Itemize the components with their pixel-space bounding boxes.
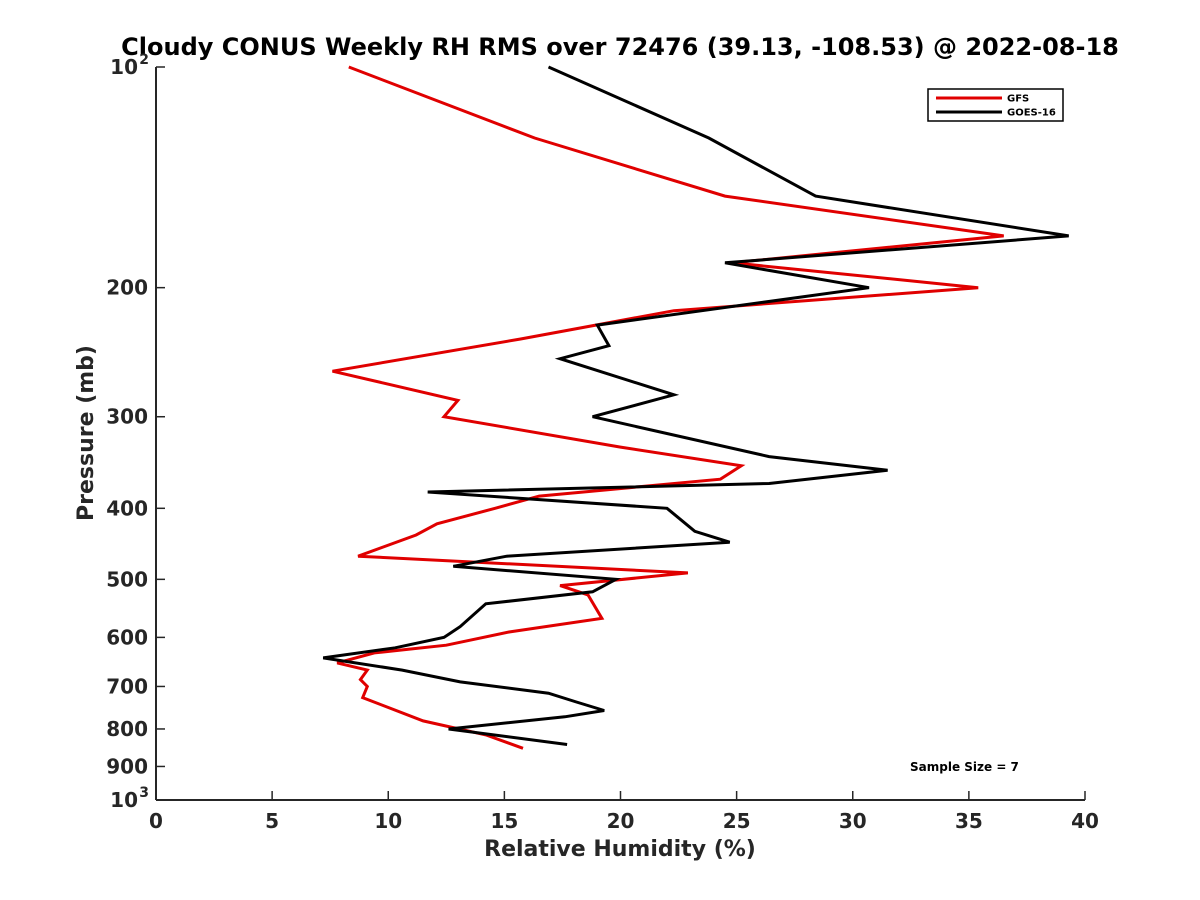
legend-label: GOES-16	[1007, 108, 1056, 119]
x-tick-label: 0	[149, 809, 163, 833]
sample-size-annotation: Sample Size = 7	[910, 760, 1019, 774]
y-tick-label: 600	[106, 625, 148, 649]
y-tick-label-base: 300	[106, 405, 148, 429]
y-axis-label: Pressure (mb)	[74, 345, 99, 521]
y-tick-label: 300	[106, 405, 148, 429]
legend-box	[927, 88, 1064, 122]
x-tick-label: 20	[607, 809, 635, 833]
y-tick-label-base: 600	[106, 625, 148, 649]
y-tick-label-base: 900	[106, 754, 148, 778]
y-tick-label: 800	[106, 717, 148, 741]
y-tick-label: 200	[106, 276, 148, 300]
x-tick-label: 30	[839, 809, 867, 833]
series-layer	[322, 65, 1069, 750]
x-tick-label: 25	[723, 809, 751, 833]
x-axis-ticks: 0 5 10 15 20 25 30 35 40	[149, 791, 1099, 833]
y-tick-label: 900	[106, 754, 148, 778]
x-tick-label: 40	[1071, 809, 1099, 833]
x-tick-label: 35	[955, 809, 983, 833]
plot-area	[156, 67, 1085, 800]
series-line-gfs	[332, 65, 1004, 750]
y-tick-label: 10	[110, 55, 138, 79]
y-tick-label-exponent: 2	[139, 52, 149, 68]
legend-label: GFS	[1007, 94, 1029, 105]
y-tick-label: 400	[106, 496, 148, 520]
y-tick-label-base: 800	[106, 717, 148, 741]
y-tick-label-base: 700	[106, 674, 148, 698]
y-tick-label-base: 10	[110, 788, 138, 812]
legend: GFS GOES-16	[927, 88, 1064, 122]
y-tick-label-base: 200	[106, 276, 148, 300]
x-tick-label: 15	[490, 809, 518, 833]
y-tick-label: 10	[110, 788, 138, 812]
x-axis-label: Relative Humidity (%)	[484, 837, 756, 862]
x-tick-label: 10	[374, 809, 402, 833]
y-tick-label-base: 500	[106, 567, 148, 591]
series-line-goes-16	[322, 65, 1069, 746]
x-tick-label: 5	[265, 809, 279, 833]
y-tick-label-base: 10	[110, 55, 138, 79]
y-tick-label-exponent: 3	[139, 785, 149, 801]
y-tick-label: 700	[106, 674, 148, 698]
y-tick-label: 500	[106, 567, 148, 591]
y-tick-label-base: 400	[106, 496, 148, 520]
chart-title: Cloudy CONUS Weekly RH RMS over 72476 (3…	[121, 33, 1119, 61]
